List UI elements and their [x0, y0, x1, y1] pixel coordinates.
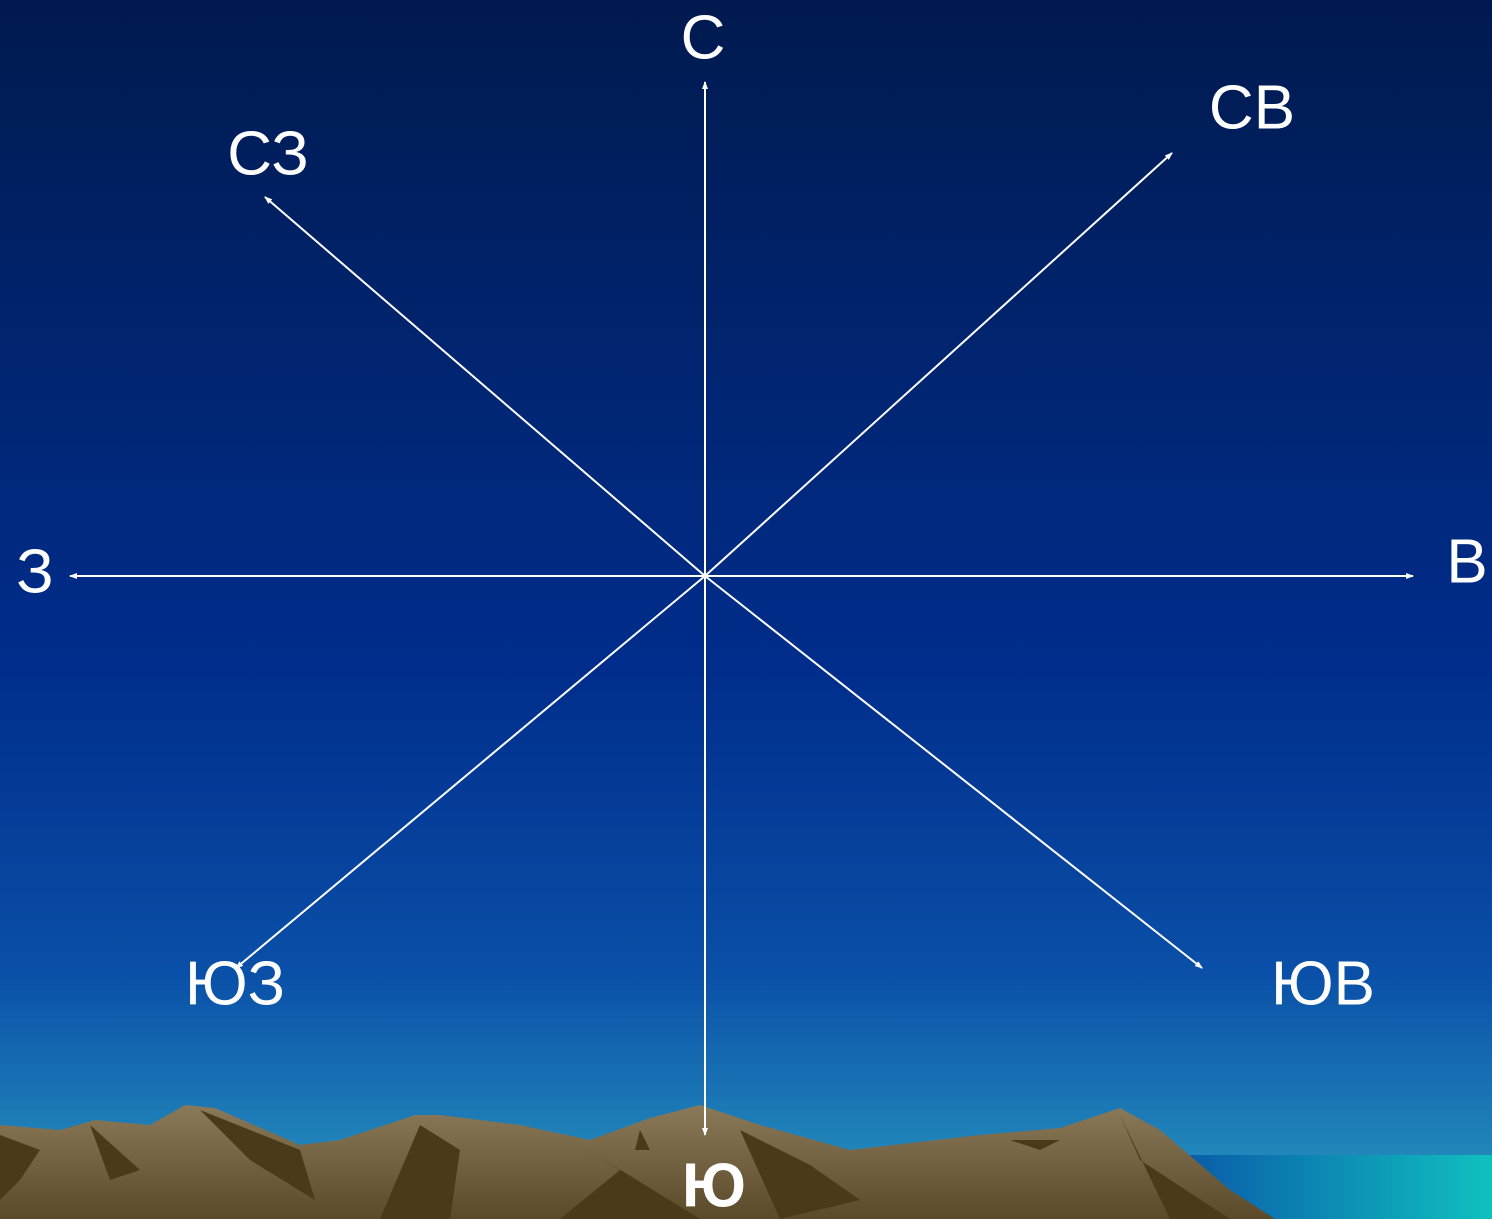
direction-label: В	[1446, 527, 1487, 596]
mountains	[0, 1105, 1275, 1219]
direction-label: СВ	[1209, 73, 1295, 142]
arrow-northeast	[704, 152, 1173, 577]
direction-label: СЗ	[227, 119, 309, 188]
direction-label: З	[16, 537, 53, 606]
direction-label: ЮЗ	[185, 949, 285, 1018]
compass-arrows	[69, 81, 1414, 1136]
arrow-northwest	[264, 196, 706, 577]
direction-label: Ю	[682, 1151, 746, 1219]
direction-label: ЮВ	[1271, 949, 1375, 1018]
arrow-southeast	[704, 575, 1203, 969]
direction-label: С	[681, 3, 726, 72]
arrow-southwest	[235, 575, 706, 969]
